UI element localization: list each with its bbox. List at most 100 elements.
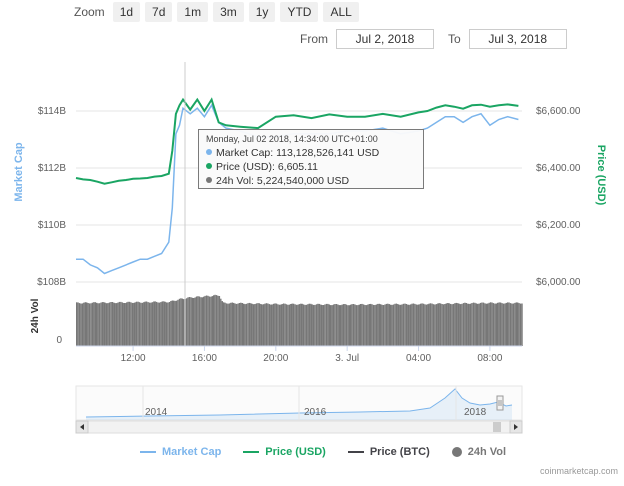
volume-bar bbox=[292, 303, 295, 346]
volume-bar bbox=[210, 296, 212, 346]
volume-bar bbox=[113, 302, 115, 346]
navigator[interactable]: 2014 2016 2018 bbox=[75, 385, 523, 421]
to-date-input[interactable]: Jul 3, 2018 bbox=[468, 29, 567, 49]
volume-bars bbox=[76, 294, 523, 346]
zoom-button-3m[interactable]: 3m bbox=[213, 2, 244, 22]
volume-bar bbox=[504, 303, 506, 346]
navigator-handle[interactable] bbox=[496, 395, 504, 411]
volume-bar bbox=[472, 302, 475, 346]
volume-bar bbox=[405, 304, 408, 346]
volume-bar bbox=[415, 304, 418, 346]
legend-item-price-btc[interactable]: Price (BTC) bbox=[347, 446, 430, 458]
x-tick-label: 16:00 bbox=[192, 353, 217, 364]
volume-bar bbox=[494, 303, 496, 346]
volume-bar bbox=[123, 303, 125, 346]
volume-bar bbox=[116, 303, 118, 346]
volume-bar bbox=[151, 302, 153, 346]
volume-axis-title: 24h Vol bbox=[30, 298, 41, 333]
volume-bar bbox=[187, 297, 189, 346]
credits[interactable]: coinmarketcap.com bbox=[539, 466, 618, 476]
volume-bar bbox=[194, 297, 196, 346]
volume-bar bbox=[318, 303, 320, 346]
volume-bar bbox=[170, 301, 172, 346]
volume-bar bbox=[224, 302, 226, 346]
volume-bar bbox=[215, 295, 218, 346]
navigator-label-2016: 2016 bbox=[304, 407, 327, 418]
navigator-series bbox=[85, 388, 513, 418]
volume-bar bbox=[126, 302, 128, 346]
volume-bar bbox=[519, 303, 522, 346]
volume-bar bbox=[205, 295, 208, 346]
volume-bar bbox=[491, 302, 493, 346]
volume-bar bbox=[213, 295, 215, 346]
volume-bar bbox=[391, 304, 393, 346]
volume-bar bbox=[175, 300, 178, 346]
volume-bar bbox=[155, 301, 158, 346]
volume-bar bbox=[454, 303, 456, 346]
x-axis: 12:00 16:00 20:00 3. Jul 04:00 08:00 bbox=[121, 346, 503, 364]
volume-bar bbox=[477, 303, 479, 346]
volume-bar bbox=[474, 302, 476, 346]
volume-bar bbox=[334, 304, 336, 346]
navigator-area bbox=[86, 389, 512, 420]
volume-bar bbox=[267, 303, 269, 346]
zoom-button-all[interactable]: ALL bbox=[323, 2, 359, 22]
volume-bar bbox=[447, 303, 449, 346]
volume-bar bbox=[244, 304, 246, 346]
volume-bar bbox=[118, 301, 121, 346]
volume-bar bbox=[137, 301, 139, 346]
from-date-input[interactable]: Jul 2, 2018 bbox=[336, 29, 434, 49]
scroll-left-arrow-icon bbox=[80, 424, 84, 430]
volume-bar bbox=[131, 302, 134, 346]
legend-item-price[interactable]: Price (USD) bbox=[243, 446, 326, 458]
volume-bar bbox=[274, 303, 276, 346]
volume-bar bbox=[80, 303, 82, 346]
scrollbar-thumb[interactable] bbox=[493, 422, 501, 432]
tooltip-volume-row: 24h Vol: 5,224,540,000 USD bbox=[206, 174, 416, 188]
legend-item-market-cap[interactable]: Market Cap bbox=[140, 446, 221, 458]
market-cap-line-icon bbox=[140, 451, 156, 453]
volume-bar bbox=[420, 303, 422, 346]
volume-bar bbox=[297, 304, 299, 346]
left-tick-110b: $110B bbox=[38, 220, 67, 231]
volume-bar bbox=[171, 300, 173, 346]
volume-bar bbox=[517, 302, 519, 346]
scrollbar[interactable] bbox=[75, 420, 523, 434]
scroll-right-arrow-icon bbox=[514, 424, 518, 430]
zoom-button-1m[interactable]: 1m bbox=[177, 2, 209, 22]
legend-item-volume[interactable]: 24h Vol bbox=[451, 446, 506, 458]
zoom-button-1y[interactable]: 1y bbox=[248, 2, 276, 22]
zoom-button-7d[interactable]: 7d bbox=[145, 2, 173, 22]
volume-bar bbox=[331, 305, 333, 346]
volume-bar bbox=[111, 302, 114, 346]
volume-bar bbox=[233, 302, 235, 346]
volume-bar bbox=[371, 304, 373, 346]
volume-bar bbox=[438, 303, 440, 346]
volume-bar bbox=[144, 301, 146, 346]
scrollbar-track[interactable] bbox=[75, 420, 523, 434]
volume-bar bbox=[468, 303, 470, 346]
volume-bar bbox=[360, 304, 362, 346]
zoom-button-ytd[interactable]: YTD bbox=[280, 2, 319, 22]
volume-bar bbox=[208, 296, 211, 346]
x-tick-label: 12:00 bbox=[121, 353, 146, 364]
volume-bar bbox=[434, 304, 436, 346]
volume-bar bbox=[422, 303, 425, 346]
volume-bar bbox=[455, 302, 457, 346]
zoom-button-1d[interactable]: 1d bbox=[112, 2, 141, 22]
volume-bar bbox=[344, 304, 346, 346]
volume-bar bbox=[174, 300, 176, 346]
volume-bar bbox=[148, 302, 151, 346]
volume-bar bbox=[461, 303, 463, 346]
volume-bar bbox=[307, 304, 309, 346]
volume-bar bbox=[124, 303, 126, 346]
volume-bar bbox=[150, 302, 152, 346]
volume-bar bbox=[261, 304, 263, 346]
volume-bar bbox=[270, 304, 272, 346]
legend: Market Cap Price (USD) Price (BTC) 24h V… bbox=[140, 446, 528, 458]
volume-bar bbox=[120, 301, 122, 346]
volume-bar bbox=[245, 303, 248, 346]
volume-bar bbox=[340, 305, 342, 346]
volume-bar bbox=[397, 304, 399, 346]
volume-bar bbox=[479, 302, 482, 346]
